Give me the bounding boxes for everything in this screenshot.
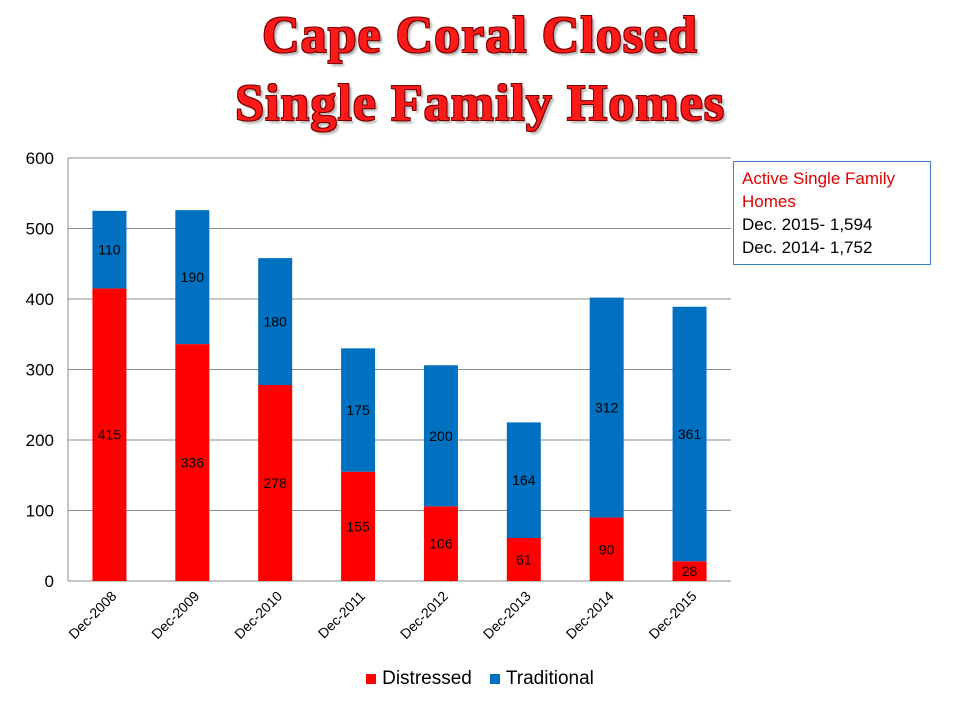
bar-traditional-dec-2013 [506,422,541,538]
chart-legend: Distressed Traditional [0,668,960,690]
bar-distressed-dec-2009 [175,344,210,581]
x-tick-label: Dec-2015 [645,588,699,642]
y-tick-label: 100 [26,502,54,521]
bar-distressed-dec-2013 [506,537,541,581]
bar-traditional-dec-2008 [92,210,127,289]
chart-title-line2: Single Family Homes [235,75,725,132]
data-label-traditional: 312 [595,400,619,416]
data-label-distressed: 106 [429,536,453,552]
active-listings-heading: Active Single Family Homes [742,169,896,211]
bar-distressed-dec-2008 [92,288,127,581]
data-label-distressed: 28 [682,563,698,579]
data-label-traditional: 110 [98,242,121,258]
data-label-traditional: 180 [264,314,288,330]
bar-traditional-dec-2015 [672,306,707,562]
x-tick-label: Dec-2009 [148,588,202,642]
x-tick-label: Dec-2008 [65,588,119,642]
y-tick-label: 0 [45,572,54,591]
data-label-distressed: 336 [181,455,205,471]
bar-traditional-dec-2014 [589,297,624,518]
bar-traditional-dec-2012 [423,365,458,507]
legend-label-distressed: Distressed [382,668,472,689]
y-tick-label: 200 [26,431,54,450]
y-tick-label: 600 [26,149,54,168]
data-label-distressed: 90 [599,541,615,557]
bar-traditional-dec-2009 [175,210,210,345]
data-label-distressed: 278 [264,475,288,491]
active-listings-box: Active Single Family Homes Dec. 2015- 1,… [733,161,931,265]
data-label-traditional: 200 [429,428,453,444]
y-tick-label: 400 [26,290,54,309]
data-label-traditional: 361 [678,426,702,442]
x-tick-label: Dec-2010 [231,588,285,642]
data-label-distressed: 415 [98,427,122,443]
bar-distressed-dec-2010 [258,385,293,581]
x-tick-label: Dec-2013 [480,588,534,642]
chart-title-line1: Cape Coral Closed [262,7,698,64]
legend-item-traditional: Traditional [489,668,594,690]
data-label-distressed: 61 [516,551,532,567]
bar-distressed-dec-2012 [423,506,458,581]
bar-distressed-dec-2011 [341,471,376,581]
x-tick-label: Dec-2012 [397,588,451,642]
legend-label-traditional: Traditional [505,668,594,689]
active-listings-2014: Dec. 2014- 1,752 [742,238,873,257]
bar-distressed-dec-2015 [672,561,707,581]
y-tick-label: 500 [26,220,54,239]
bar-distressed-dec-2014 [589,517,624,581]
legend-item-distressed: Distressed [366,668,472,690]
data-label-traditional: 164 [512,472,536,488]
data-label-traditional: 175 [346,402,370,418]
bar-traditional-dec-2011 [341,348,376,472]
x-tick-label: Dec-2011 [315,588,369,642]
active-listings-2015: Dec. 2015- 1,594 [742,215,873,234]
legend-swatch-traditional [489,674,500,684]
data-label-distressed: 155 [346,518,370,534]
x-tick-label: Dec-2014 [563,588,617,642]
bar-traditional-dec-2010 [258,258,293,386]
y-tick-label: 300 [26,361,54,380]
legend-swatch-distressed [366,674,377,684]
data-label-traditional: 190 [181,269,205,285]
